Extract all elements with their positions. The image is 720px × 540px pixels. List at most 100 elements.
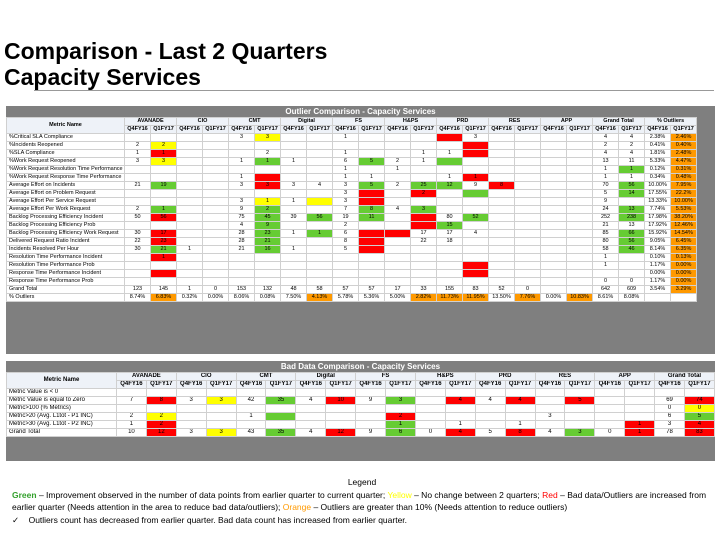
value-cell <box>488 253 516 262</box>
value-cell <box>176 213 204 222</box>
quarter-header: Q1FY17 <box>149 125 178 134</box>
value-cell <box>325 388 357 397</box>
value-cell <box>566 213 594 222</box>
value-cell <box>124 197 151 206</box>
value-cell: 10 <box>116 428 147 437</box>
value-cell: 17.55% <box>644 189 672 198</box>
value-cell <box>280 189 308 198</box>
value-cell <box>566 285 594 294</box>
value-cell <box>235 388 267 397</box>
value-cell: 4 <box>618 133 646 142</box>
value-cell: 8.06% <box>228 293 256 302</box>
value-cell <box>488 245 516 254</box>
value-cell <box>385 388 416 397</box>
value-cell <box>514 245 542 254</box>
value-cell <box>540 149 568 158</box>
value-cell: 13 <box>618 221 646 230</box>
table-row: Metric>20 (Avg. L1tot - P1 INC) 2 2 1 2 3 6 5 <box>6 412 715 421</box>
value-cell: 0.12% <box>644 165 672 174</box>
value-cell: 1 <box>228 157 256 166</box>
value-cell <box>594 420 626 429</box>
value-cell <box>444 412 476 421</box>
table-row: Incidents Resolved Per Hour 30 21 1 21 16 1 5 58… <box>6 245 698 254</box>
quarter-header: Q1FY17 <box>504 380 536 389</box>
value-cell <box>624 404 656 413</box>
group-header: CMT <box>235 372 297 381</box>
value-cell <box>488 165 516 174</box>
value-cell <box>175 404 207 413</box>
value-cell: 1.17% <box>644 261 672 270</box>
value-cell: 3 <box>385 396 416 405</box>
value-cell <box>534 404 566 413</box>
value-cell <box>306 253 334 262</box>
value-cell <box>124 173 151 182</box>
value-cell: 35 <box>265 396 297 405</box>
value-cell <box>384 229 412 238</box>
value-cell <box>265 420 297 429</box>
quarter-header: Q1FY17 <box>410 125 438 134</box>
value-cell <box>254 277 282 286</box>
metric-name-cell: Average Effort on Problem Request <box>6 189 125 198</box>
value-cell: 30 <box>124 229 151 238</box>
header-row-groups: Metric Name AVANADE CIO CMT Digital FS H&PS PRD… <box>6 117 698 134</box>
metric-name-cell: % Outliers <box>6 293 125 302</box>
value-cell <box>176 141 204 150</box>
value-cell: 2 <box>384 181 412 190</box>
value-cell <box>358 189 386 198</box>
value-cell <box>358 229 386 238</box>
value-cell: 23 <box>149 237 178 246</box>
value-cell <box>176 237 204 246</box>
metric-name-cell: %Incidents Reopened <box>6 141 125 150</box>
value-cell: 1 <box>228 173 256 182</box>
value-cell <box>462 149 490 158</box>
value-cell: 33 <box>410 285 438 294</box>
value-cell: 1 <box>444 420 476 429</box>
value-cell <box>540 181 568 190</box>
value-cell <box>540 197 568 206</box>
value-cell <box>175 388 207 397</box>
value-cell <box>306 165 334 174</box>
value-cell <box>116 388 147 397</box>
value-cell: 0.00% <box>670 261 698 270</box>
value-cell: 1 <box>149 205 178 214</box>
group-header: CIO <box>176 117 230 126</box>
value-cell: 58 <box>592 245 620 254</box>
group-header: Grand Total <box>654 372 715 381</box>
value-cell: 1 <box>235 412 267 421</box>
quarter-header: Q1FY17 <box>254 125 282 134</box>
table-row: Metric>30 (Avg. L1tot - P2 INC) 1 2 1 1 1 1 3 4 <box>6 420 715 429</box>
value-cell: 4 <box>618 149 646 158</box>
quarter-header: Q4FY16 <box>594 380 626 389</box>
value-cell <box>462 237 490 246</box>
value-cell: 1.17% <box>644 277 672 286</box>
value-cell: 0 <box>654 404 685 413</box>
quarter-header: Q1FY17 <box>514 125 542 134</box>
outlier-table-title: Outlier Comparison - Capacity Services <box>285 107 436 116</box>
value-cell: 5.36% <box>358 293 386 302</box>
value-cell <box>306 261 334 270</box>
value-cell <box>358 269 386 278</box>
value-cell: 1 <box>592 165 620 174</box>
value-cell: 1 <box>385 420 416 429</box>
group-header: AVANADE <box>116 372 177 381</box>
value-cell <box>202 213 230 222</box>
value-cell: 4 <box>592 149 620 158</box>
group-header: PRD <box>474 372 536 381</box>
value-cell <box>280 277 308 286</box>
value-cell <box>462 197 490 206</box>
value-cell <box>149 277 178 286</box>
group-header: RES <box>488 117 542 126</box>
value-cell: 7.74% <box>644 205 672 214</box>
value-cell <box>176 253 204 262</box>
value-cell: 0 <box>514 285 542 294</box>
value-cell: 21 <box>254 237 282 246</box>
value-cell: 9 <box>355 396 387 405</box>
value-cell: 6 <box>332 157 360 166</box>
value-cell: 9 <box>355 428 387 437</box>
value-cell <box>235 404 267 413</box>
group-header: APP <box>594 372 656 381</box>
value-cell <box>410 173 438 182</box>
title-divider <box>34 90 714 91</box>
value-cell <box>124 189 151 198</box>
value-cell <box>149 261 178 270</box>
